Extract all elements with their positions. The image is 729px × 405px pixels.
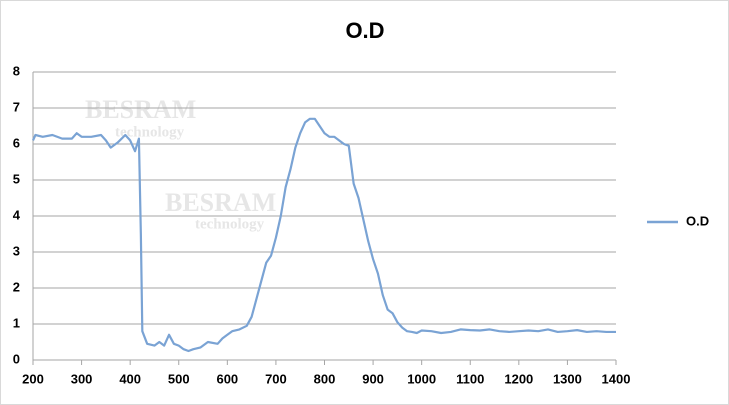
x-tick-label: 500	[168, 371, 190, 386]
y-tick-label: 3	[13, 243, 20, 258]
x-tick-label: 600	[216, 371, 238, 386]
y-tick-label: 1	[13, 315, 20, 330]
watermark: BESRAM	[85, 95, 196, 124]
y-tick-label: 2	[13, 279, 20, 294]
watermark: technology	[115, 124, 185, 140]
x-tick-label: 1300	[553, 371, 582, 386]
y-tick-label: 0	[13, 351, 20, 366]
legend-label: O.D	[686, 213, 709, 228]
x-tick-label: 1200	[504, 371, 533, 386]
y-tick-label: 7	[13, 99, 20, 114]
x-tick-label: 200	[22, 371, 44, 386]
data-line	[31, 117, 616, 353]
x-tick-label: 800	[314, 371, 336, 386]
y-tick-label: 8	[13, 63, 20, 78]
y-tick-label: 6	[13, 135, 20, 150]
y-tick-label: 4	[13, 207, 21, 222]
x-tick-label: 1100	[456, 371, 484, 386]
x-tick-label: 400	[119, 371, 141, 386]
x-tick-label: 900	[362, 371, 384, 386]
x-tick-label: 1000	[407, 371, 436, 386]
x-tick-label: 1400	[602, 371, 631, 386]
watermark: BESRAM	[165, 188, 276, 217]
y-tick-label: 5	[13, 171, 20, 186]
watermark: technology	[195, 216, 265, 232]
x-tick-label: 300	[71, 371, 93, 386]
chart-title: O.D	[345, 18, 384, 43]
x-tick-label: 700	[265, 371, 287, 386]
